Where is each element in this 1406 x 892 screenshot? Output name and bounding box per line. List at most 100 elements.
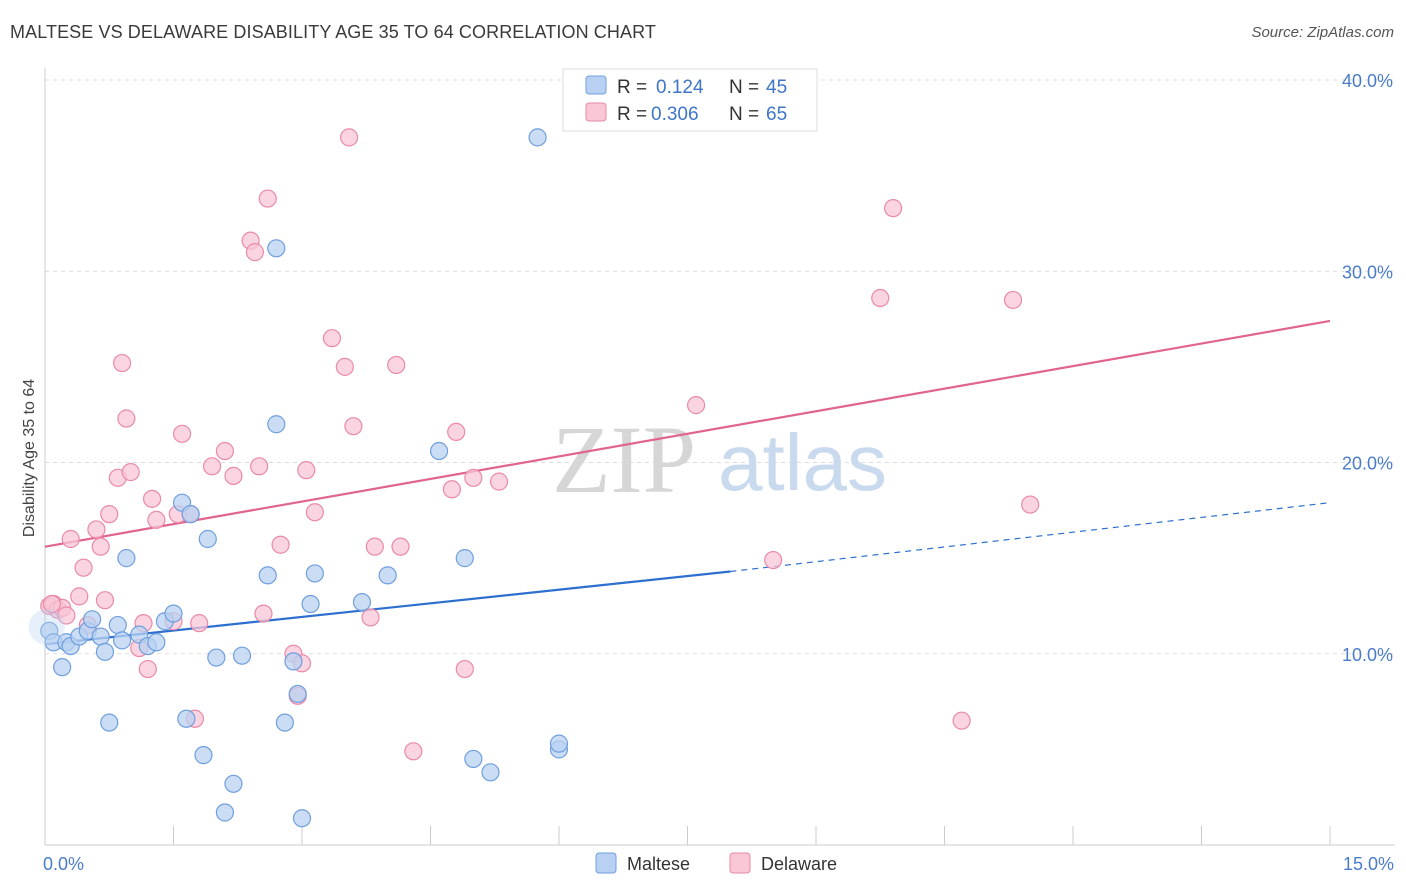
data-point-delaware	[271, 535, 290, 554]
data-point-delaware	[442, 480, 462, 499]
data-point-delaware	[952, 711, 971, 730]
data-points	[28, 109, 1040, 828]
data-point-delaware	[74, 558, 93, 577]
data-point-delaware	[142, 489, 162, 508]
data-point-maltese	[224, 774, 243, 793]
y-axis-label: Disability Age 35 to 64	[21, 379, 38, 537]
x-tick-labels: 0.0% 15.0%	[43, 854, 1394, 874]
data-point-delaware	[365, 537, 384, 556]
data-point-delaware	[871, 288, 890, 308]
data-point-maltese	[232, 646, 252, 665]
bottom-legend-swatch-delaware	[729, 852, 751, 874]
data-point-maltese	[378, 566, 397, 585]
data-point-maltese	[215, 803, 234, 822]
data-point-delaware	[258, 189, 277, 208]
data-point-maltese	[207, 648, 226, 667]
data-point-delaware	[686, 396, 706, 415]
bottom-legend-label-maltese: Maltese	[627, 854, 690, 874]
data-point-maltese	[194, 746, 213, 765]
data-point-maltese	[481, 763, 500, 782]
y-tick-label: 30.0%	[1342, 262, 1393, 282]
data-point-delaware	[121, 462, 140, 482]
data-point-delaware	[391, 537, 410, 556]
data-point-delaware	[254, 604, 273, 623]
data-point-maltese	[112, 631, 132, 650]
bottom-legend-label-delaware: Delaware	[761, 854, 837, 874]
data-point-delaware	[361, 608, 380, 627]
legend-swatch-maltese	[585, 75, 607, 95]
top-legend: R = 0.124 N = 45 R = 0.306 N = 65	[562, 68, 818, 132]
grid-lines	[45, 79, 1395, 655]
data-point-delaware	[455, 659, 474, 679]
data-point-maltese	[288, 684, 307, 704]
data-point-maltese	[91, 627, 110, 646]
data-point-maltese	[181, 505, 200, 524]
data-point-maltese	[198, 529, 217, 549]
data-point-maltese	[53, 658, 72, 677]
data-point-delaware	[1003, 290, 1023, 310]
data-point-maltese	[284, 652, 303, 671]
trend-line-delaware	[44, 319, 1331, 548]
data-point-delaware	[387, 355, 406, 375]
trend-line-maltese	[44, 570, 731, 646]
data-point-delaware	[297, 461, 316, 480]
data-point-maltese	[177, 709, 196, 728]
legend-r-label: R =	[617, 77, 647, 98]
data-point-maltese	[301, 594, 320, 614]
data-point-delaware	[764, 550, 783, 570]
chart-title: MALTESE VS DELAWARE DISABILITY AGE 35 TO…	[10, 22, 656, 42]
legend-n-label: N =	[729, 104, 759, 125]
legend-swatch-delaware	[585, 102, 607, 122]
data-point-delaware	[190, 614, 209, 633]
axes	[44, 68, 1395, 846]
data-point-delaware	[245, 243, 264, 262]
data-point-maltese	[292, 809, 312, 828]
data-point-delaware	[87, 520, 106, 539]
data-point-maltese	[147, 633, 166, 652]
data-point-delaware	[404, 742, 423, 761]
data-point-maltese	[95, 642, 115, 661]
data-point-maltese	[258, 566, 277, 585]
data-point-delaware	[489, 472, 509, 491]
data-point-maltese	[464, 749, 483, 769]
x-tick-label: 15.0%	[1343, 854, 1394, 874]
data-point-delaware	[138, 659, 157, 679]
data-point-delaware	[335, 357, 354, 376]
data-point-maltese	[117, 549, 136, 568]
y-tick-label: 20.0%	[1342, 454, 1393, 474]
data-point-maltese	[83, 610, 102, 629]
data-point-delaware	[100, 505, 119, 524]
data-point-delaware	[172, 424, 192, 443]
data-point-delaware	[340, 128, 359, 147]
data-point-delaware	[42, 594, 61, 614]
data-point-maltese	[164, 604, 183, 623]
data-point-delaware	[70, 587, 89, 606]
data-point-delaware	[305, 503, 324, 522]
data-point-delaware	[250, 457, 269, 476]
watermark-zip: ZIP	[552, 406, 696, 513]
data-point-delaware	[883, 199, 903, 218]
trend-line-maltese-extension	[730, 502, 1331, 573]
data-point-delaware	[224, 466, 243, 485]
data-point-maltese	[352, 593, 372, 612]
x-tick-label: 0.0%	[43, 854, 84, 874]
source-label: Source: ZipAtlas.com	[1251, 24, 1394, 41]
data-point-maltese	[100, 713, 119, 732]
data-point-cluster	[28, 608, 65, 645]
legend-n-label: N =	[729, 77, 759, 98]
data-point-delaware	[91, 537, 110, 556]
data-point-maltese	[455, 549, 474, 568]
trend-lines	[44, 319, 1331, 646]
data-point-delaware	[322, 329, 342, 348]
data-point-delaware	[147, 510, 166, 529]
bottom-legend: Maltese Delaware	[595, 852, 837, 874]
data-point-delaware	[1021, 495, 1040, 514]
data-point-delaware	[447, 422, 466, 441]
data-point-delaware	[344, 417, 363, 436]
legend-n-value: 65	[766, 104, 787, 125]
data-point-delaware	[61, 529, 80, 549]
data-point-delaware	[202, 457, 222, 476]
legend-r-value: 0.124	[656, 77, 704, 98]
legend-r-label: R =	[617, 104, 647, 125]
